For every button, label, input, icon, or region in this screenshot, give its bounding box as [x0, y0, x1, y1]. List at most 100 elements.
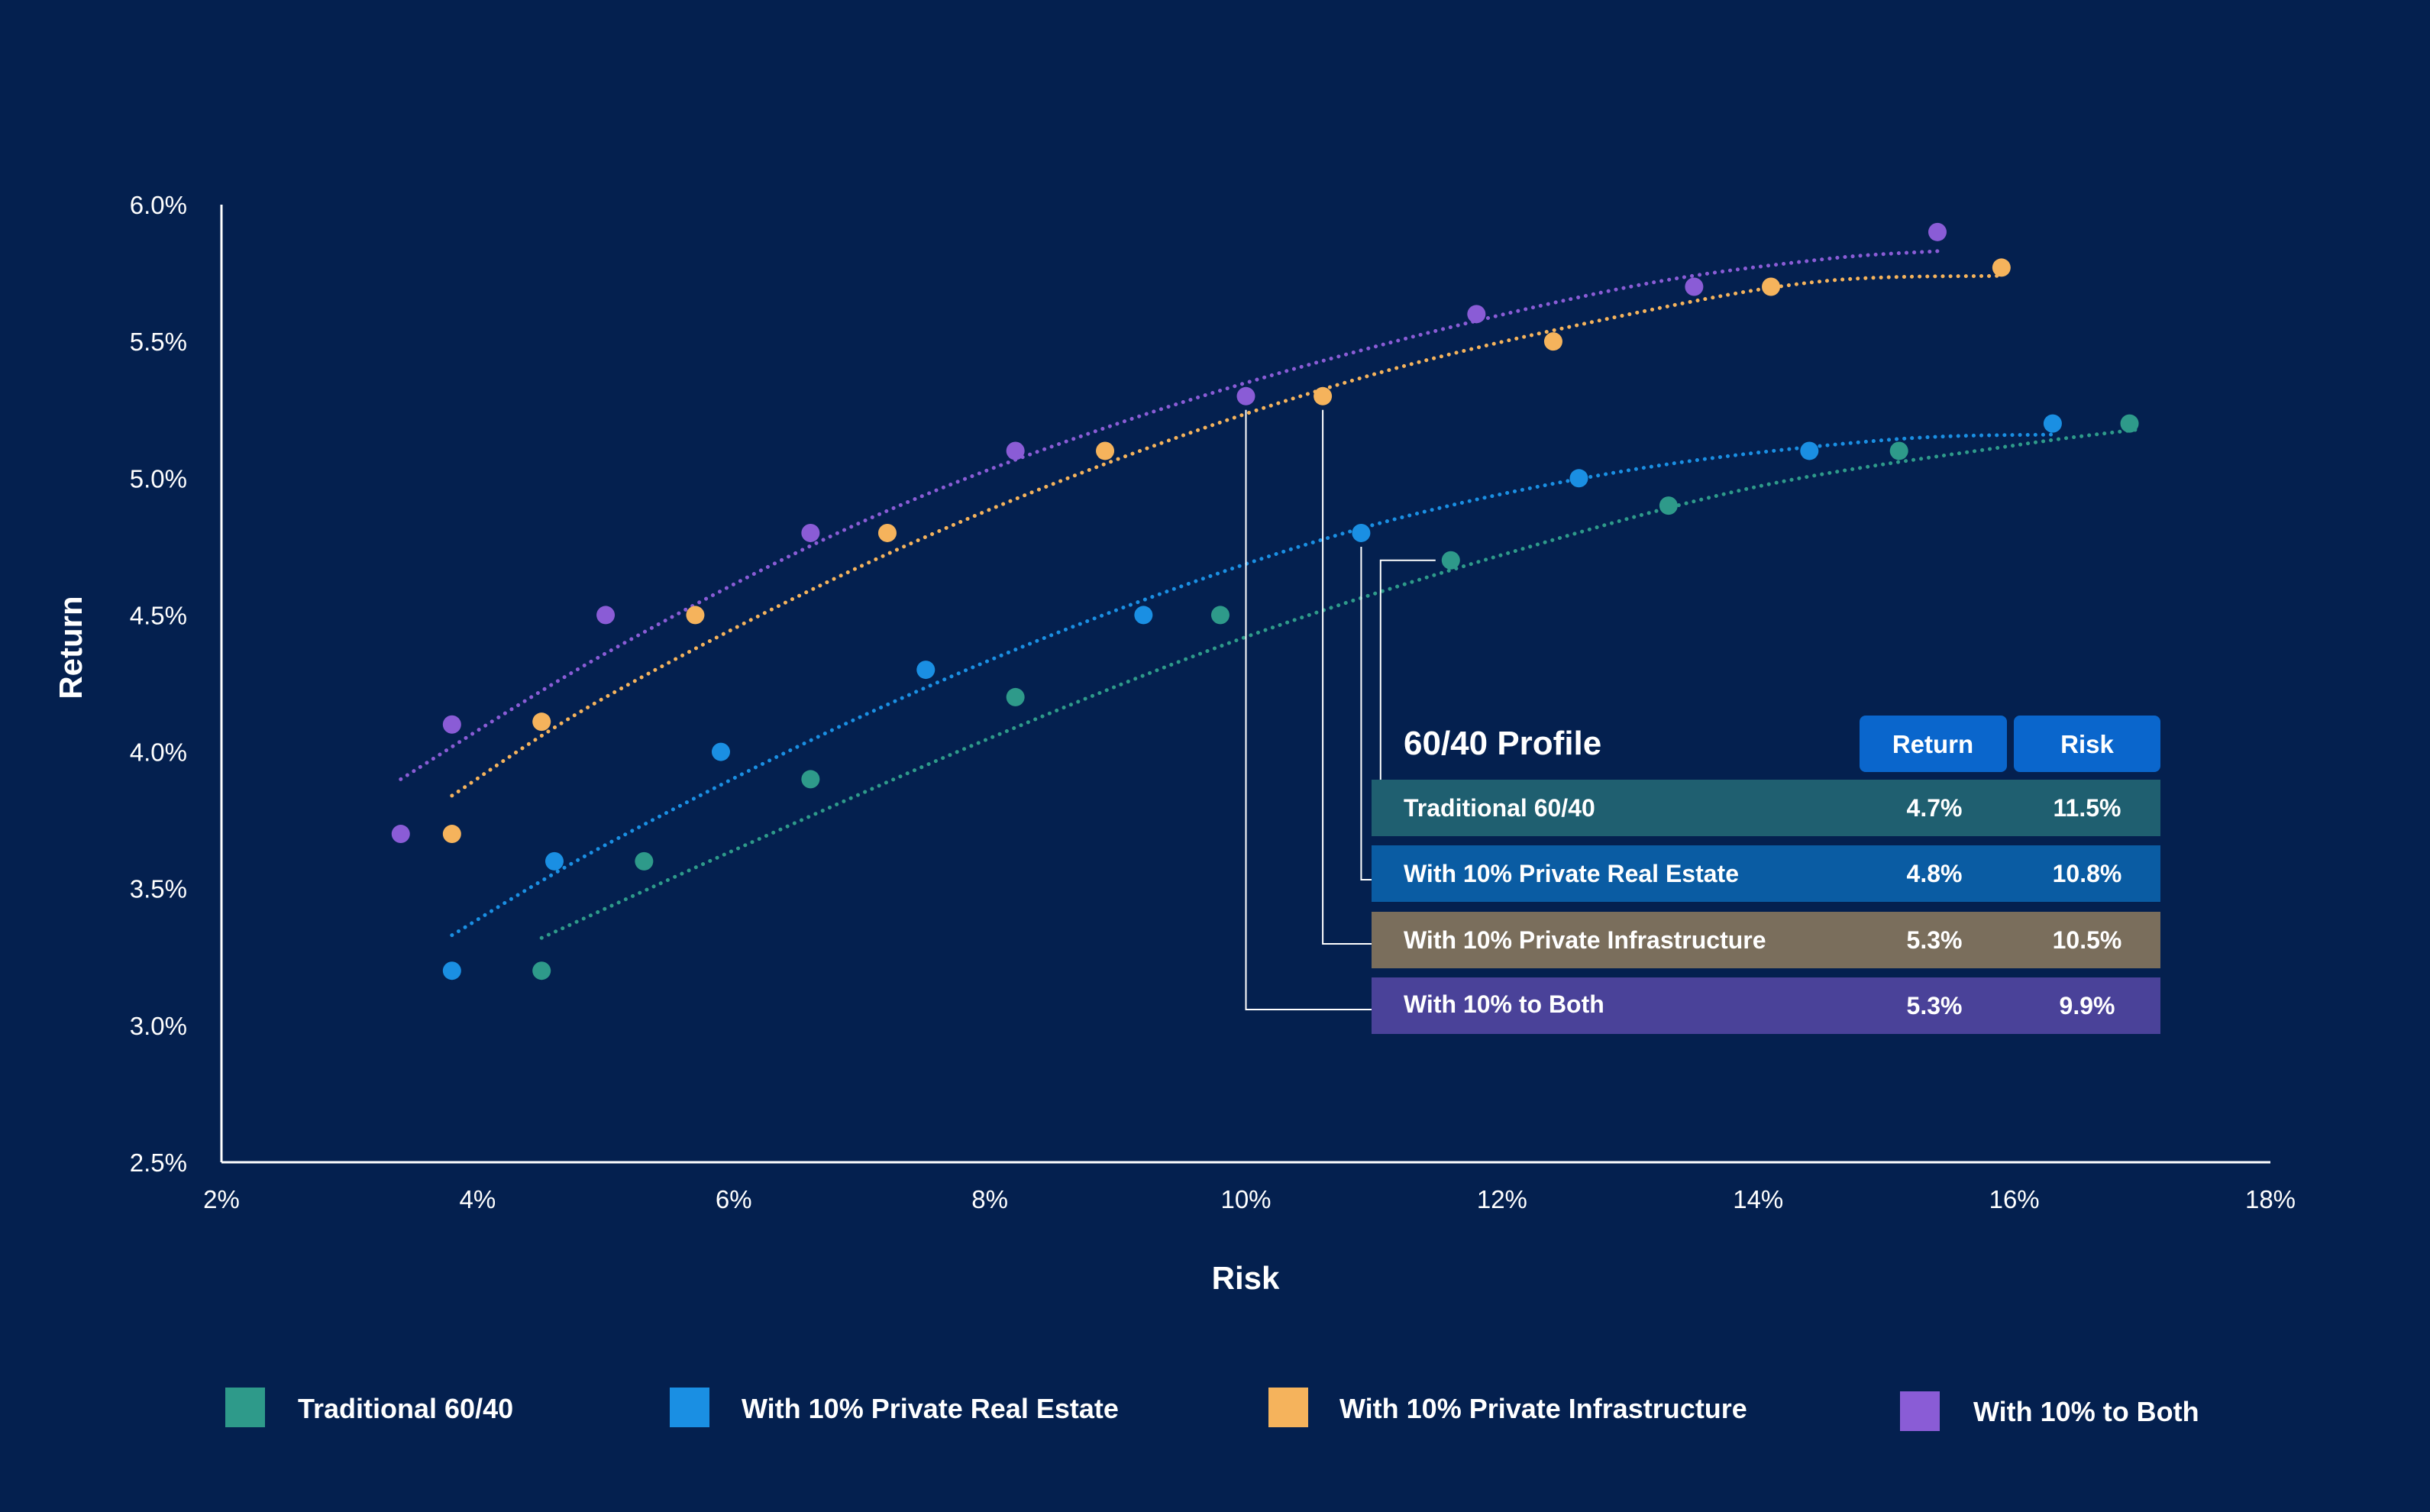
point-real_estate	[1800, 441, 1819, 460]
data-points	[391, 222, 2139, 981]
point-real_estate	[2043, 414, 2062, 433]
point-traditional	[532, 961, 551, 981]
point-traditional	[1006, 687, 1025, 706]
point-real_estate	[1569, 469, 1588, 488]
point-infrastructure	[442, 825, 461, 844]
point-both	[1928, 222, 1947, 241]
point-real_estate	[1134, 606, 1153, 625]
legend-label-infrastructure: With 10% Private Infrastructure	[1339, 1393, 1747, 1424]
x-tick-label: 12%	[1477, 1185, 1527, 1213]
profile-row-traditional-label: Traditional 60/40	[1404, 794, 1595, 822]
point-traditional	[1889, 441, 1908, 460]
trend-line-both	[399, 249, 1940, 781]
profile-row-traditional-return: 4.7%	[1907, 794, 1963, 822]
point-infrastructure	[1314, 386, 1333, 405]
point-both	[1467, 305, 1486, 324]
profile-row-both-bg	[1372, 977, 2160, 1034]
x-tick-label: 6%	[716, 1185, 752, 1213]
y-tick-label: 2.5%	[130, 1149, 187, 1177]
profile-row-traditional-risk: 11.5%	[2054, 794, 2121, 822]
point-both	[442, 715, 461, 734]
point-both	[596, 606, 616, 625]
y-tick-labels: 2.5% 3.0% 3.5% 4.0% 4.5% 5.0% 5.5% 6.0%	[130, 191, 187, 1177]
x-tick-labels: 2% 4% 6% 8% 10% 12% 14% 16% 18%	[203, 1185, 2296, 1213]
profile-row-infrastructure-risk: 10.5%	[2053, 926, 2122, 954]
x-tick-label: 2%	[203, 1185, 240, 1213]
legend: Traditional 60/40 With 10% Private Real …	[225, 1388, 2199, 1431]
axes	[220, 205, 2270, 1164]
legend-label-traditional: Traditional 60/40	[298, 1393, 513, 1424]
point-real_estate	[916, 661, 935, 680]
legend-label-real-estate: With 10% Private Real Estate	[742, 1393, 1119, 1424]
point-infrastructure	[1992, 258, 2011, 277]
profile-row-both-risk: 9.9%	[2060, 992, 2115, 1019]
legend-swatch-both	[1900, 1391, 1940, 1431]
point-infrastructure	[686, 606, 705, 625]
trend-line-traditional	[539, 427, 2144, 940]
connector-both	[1245, 409, 1372, 1010]
profile-row-infrastructure-return: 5.3%	[1907, 926, 1963, 954]
point-traditional	[2120, 414, 2139, 433]
point-both	[801, 523, 820, 542]
point-infrastructure	[532, 712, 551, 732]
return-header-bg	[1860, 716, 2007, 772]
profile-row-infrastructure: With 10% Private Infrastructure 5.3% 10.…	[1372, 912, 2160, 968]
profile-row-real-estate-risk: 10.8%	[2053, 860, 2122, 887]
y-tick-label: 3.0%	[130, 1012, 187, 1040]
point-infrastructure	[1762, 277, 1781, 296]
legend-swatch-real-estate	[670, 1388, 709, 1427]
y-axis-label: Return	[53, 596, 89, 699]
point-real_estate	[544, 851, 564, 871]
profile-row-infrastructure-label: With 10% Private Infrastructure	[1404, 926, 1766, 954]
profile-row-real-estate-label: With 10% Private Real Estate	[1404, 860, 1739, 887]
x-tick-label: 14%	[1733, 1185, 1783, 1213]
connector-infrastructure	[1322, 409, 1372, 945]
point-traditional	[1441, 551, 1460, 570]
profile-row-real-estate-return: 4.8%	[1907, 860, 1963, 887]
return-header: Return	[1892, 730, 1973, 758]
point-traditional	[1659, 496, 1678, 515]
y-tick-label: 3.5%	[130, 875, 187, 903]
legend-item-both: With 10% to Both	[1900, 1391, 2199, 1431]
x-tick-label: 10%	[1220, 1185, 1271, 1213]
legend-item-real-estate: With 10% Private Real Estate	[670, 1388, 1119, 1427]
profile-row-real-estate: With 10% Private Real Estate 4.8% 10.8%	[1372, 845, 2160, 902]
x-tick-label: 8%	[971, 1185, 1008, 1213]
profile-table: 60/40 Profile Return Risk Traditional 60…	[1372, 716, 2160, 1034]
point-traditional	[1210, 606, 1230, 625]
x-tick-label: 16%	[1989, 1185, 2040, 1213]
point-infrastructure	[1543, 332, 1562, 351]
risk-header: Risk	[2060, 730, 2114, 758]
connector-real_estate	[1360, 546, 1372, 880]
profile-table-title: 60/40 Profile	[1404, 725, 1601, 762]
point-both	[391, 825, 410, 844]
profile-row-real-estate-bg	[1372, 845, 2160, 902]
point-both	[1685, 277, 1704, 296]
profile-row-infrastructure-bg	[1372, 912, 2160, 968]
point-traditional	[635, 851, 654, 871]
y-tick-label: 4.0%	[130, 738, 187, 767]
y-tick-label: 5.0%	[130, 464, 187, 493]
point-real_estate	[442, 961, 461, 981]
x-axis-label: Risk	[1212, 1260, 1280, 1296]
point-infrastructure	[1096, 441, 1115, 460]
profile-row-both: With 10% to Both 5.3% 9.9%	[1372, 977, 2160, 1034]
legend-item-traditional: Traditional 60/40	[225, 1388, 513, 1427]
legend-label-both: With 10% to Both	[1973, 1396, 2199, 1427]
legend-swatch-traditional	[225, 1388, 265, 1427]
point-real_estate	[1352, 523, 1371, 542]
profile-row-traditional: Traditional 60/40 4.7% 11.5%	[1372, 780, 2160, 836]
risk-header-bg	[2014, 716, 2160, 772]
point-real_estate	[711, 742, 730, 761]
y-tick-label: 5.5%	[130, 328, 187, 356]
legend-swatch-infrastructure	[1268, 1388, 1308, 1427]
x-tick-label: 4%	[460, 1185, 496, 1213]
point-both	[1006, 441, 1025, 460]
profile-row-both-label: With 10% to Both	[1404, 990, 1604, 1018]
y-tick-label: 6.0%	[130, 191, 187, 219]
x-tick-label: 18%	[2245, 1185, 2296, 1213]
trend-line-real_estate	[450, 432, 2055, 938]
point-traditional	[801, 770, 820, 789]
legend-item-infrastructure: With 10% Private Infrastructure	[1268, 1388, 1747, 1427]
